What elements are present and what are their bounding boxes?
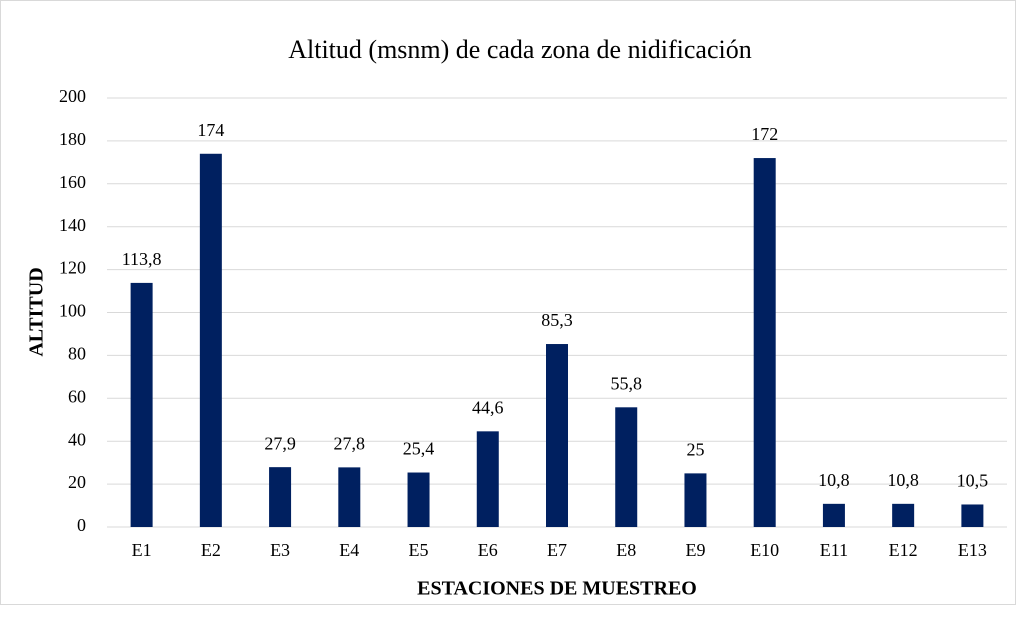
data-label: 10,8 bbox=[818, 470, 850, 490]
bar bbox=[407, 472, 430, 527]
bar bbox=[130, 282, 153, 527]
y-tick-label: 0 bbox=[77, 515, 86, 535]
x-tick-label: E7 bbox=[547, 540, 567, 560]
bar bbox=[753, 158, 776, 527]
y-tick-label: 80 bbox=[68, 344, 86, 364]
x-tick-label: E10 bbox=[750, 540, 779, 560]
x-tick-label: E3 bbox=[270, 540, 290, 560]
data-label: 10,8 bbox=[887, 470, 919, 490]
bar bbox=[615, 407, 638, 527]
data-label: 174 bbox=[197, 120, 224, 140]
data-label: 172 bbox=[751, 124, 778, 144]
x-axis-title: ESTACIONES DE MUESTREO bbox=[417, 578, 697, 600]
data-label: 55,8 bbox=[610, 373, 642, 393]
y-tick-label: 140 bbox=[59, 215, 86, 235]
data-label: 25 bbox=[686, 440, 704, 460]
x-tick-label: E5 bbox=[409, 540, 429, 560]
data-label: 27,9 bbox=[264, 433, 296, 453]
bar bbox=[892, 503, 915, 527]
x-tick-label: E12 bbox=[889, 540, 918, 560]
y-tick-label: 60 bbox=[68, 386, 86, 406]
y-tick-label: 20 bbox=[68, 472, 86, 492]
x-tick-label: E13 bbox=[958, 540, 987, 560]
y-tick-label: 100 bbox=[59, 301, 86, 321]
y-tick-label: 180 bbox=[59, 129, 86, 149]
bar bbox=[199, 153, 222, 527]
bar bbox=[476, 431, 499, 527]
chart-title: Altitud (msnm) de cada zona de nidificac… bbox=[288, 35, 752, 64]
data-label: 85,3 bbox=[541, 310, 573, 330]
data-label: 25,4 bbox=[403, 439, 435, 459]
x-tick-label: E2 bbox=[201, 540, 221, 560]
bar bbox=[822, 503, 845, 527]
x-tick-label: E8 bbox=[616, 540, 636, 560]
bar bbox=[961, 504, 984, 527]
y-axis-title: ALTITUD bbox=[26, 267, 48, 356]
y-tick-label: 40 bbox=[68, 429, 86, 449]
x-tick-label: E11 bbox=[820, 540, 848, 560]
x-tick-label: E6 bbox=[478, 540, 498, 560]
x-tick-label: E9 bbox=[685, 540, 705, 560]
data-label: 44,6 bbox=[472, 397, 504, 417]
data-label: 113,8 bbox=[122, 249, 162, 269]
data-label: 10,5 bbox=[957, 471, 989, 491]
data-label: 27,8 bbox=[334, 433, 366, 453]
y-tick-label: 120 bbox=[59, 258, 86, 278]
chart-border bbox=[0, 0, 1016, 605]
bar bbox=[684, 473, 707, 527]
y-tick-label: 160 bbox=[59, 172, 86, 192]
x-tick-label: E4 bbox=[339, 540, 359, 560]
y-tick-label: 200 bbox=[59, 86, 86, 106]
bar bbox=[546, 344, 568, 527]
bar bbox=[338, 467, 361, 527]
x-tick-label: E1 bbox=[132, 540, 152, 560]
bar bbox=[269, 467, 292, 527]
